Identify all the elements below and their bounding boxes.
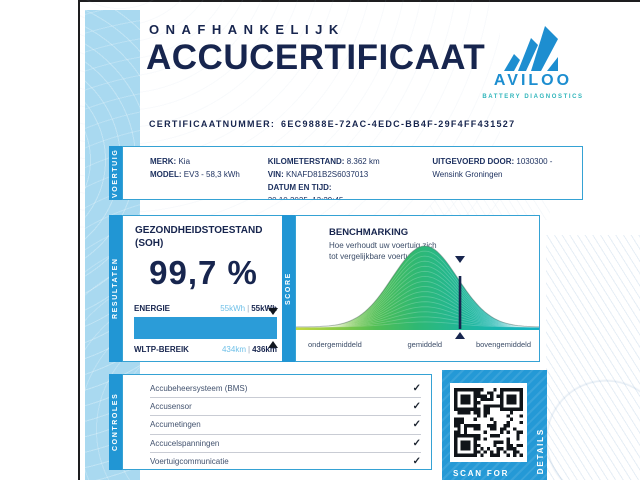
check-icon: ✓	[412, 437, 421, 449]
vehicle-col-2: KILOMETERSTAND: 8.362 km VIN: KNAFD81B2S…	[268, 155, 433, 199]
benchmarking-title: BENCHMARKING	[329, 227, 409, 238]
check-row-bms: Accubeheersysteem (BMS) ✓	[150, 380, 421, 399]
results-tab: RESULTATEN	[109, 215, 122, 362]
checks-box: Accubeheersysteem (BMS) ✓ Accusensor ✓ A…	[122, 374, 432, 470]
check-row-sensor: Accusensor ✓	[150, 398, 421, 417]
details-label: DETAILS	[536, 427, 545, 474]
checks-tab: CONTROLES	[109, 374, 122, 470]
qr-code	[450, 383, 527, 462]
soh-value: 99,7 %	[149, 254, 258, 291]
range-label: WLTP-BEREIK	[134, 345, 189, 354]
certificate-number-line: CERTIFICAATNUMMER: 6EC9888E-72AC-4EDC-BB…	[149, 119, 517, 129]
check-icon: ✓	[412, 455, 421, 467]
brand-name: AVILOO	[493, 72, 573, 89]
check-row-communicatie: Voertuigcommunicatie ✓	[150, 453, 421, 469]
score-box: BENCHMARKING Hoe verhoudt uw voertuig zi…	[295, 215, 540, 362]
vehicle-vin: VIN: KNAFD81B2S6037013	[267, 170, 369, 179]
benchmarking-description: Hoe verhoudt uw voertuig zich tot vergel…	[329, 241, 437, 261]
soh-title: GEZONDHEIDSTOESTAND (SOH)	[135, 225, 263, 249]
score-tab: SCORE	[282, 215, 295, 362]
check-icon: ✓	[412, 419, 421, 431]
axis-label-above-average: bovengemiddeld	[475, 340, 531, 349]
vehicle-uitgevoerd: UITGEVOERD DOOR: 1030300 - Wensink Groni…	[432, 157, 553, 179]
range-values: 434km | 436km	[221, 345, 277, 354]
vehicle-merk: MERK: Kia	[150, 157, 191, 166]
vehicle-col-1: MERK: Kia MODEL: EV3 - 58,3 kWh	[150, 155, 268, 199]
background-hatch-pattern	[546, 235, 640, 480]
energy-values: 55kWh | 55kWh	[220, 304, 277, 313]
vehicle-tab: VOERTUIG	[109, 146, 122, 200]
check-icon: ✓	[412, 383, 421, 395]
page-title: ACCUCERTIFICAAT	[146, 38, 486, 77]
bar-marker-up-icon	[268, 341, 278, 348]
brand-tagline: BATTERY DIAGNOSTICS	[482, 94, 584, 100]
qr-panel: SCAN FOR DETAILS	[442, 370, 547, 480]
check-icon: ✓	[412, 401, 421, 413]
check-row-celspanningen: Accucelspanningen ✓	[150, 435, 421, 453]
soh-bar	[134, 317, 277, 339]
vehicle-info-box: MERK: Kia MODEL: EV3 - 58,3 kWh KILOMETE…	[122, 146, 583, 200]
certificate-number-value: 6EC9888E-72AC-4EDC-BB4F-29F4FF431527	[281, 119, 516, 129]
axis-label-average: gemiddeld	[407, 340, 443, 349]
energy-row: ENERGIE 55kWh | 55kWh	[134, 304, 277, 313]
vehicle-datum-label: DATUM EN TIJD:	[267, 183, 332, 192]
range-row: WLTP-BEREIK 434km | 436km	[134, 345, 277, 354]
benchmark-distribution-chart	[296, 245, 539, 330]
check-row-metingen: Accumetingen ✓	[150, 416, 421, 435]
header-kicker: ONAFHANKELIJK	[149, 22, 345, 37]
vehicle-datum-value: 30.10.2025, 13:29:45	[268, 194, 433, 199]
aviloo-mountain-icon	[504, 26, 558, 71]
vehicle-col-3: UITGEVOERD DOOR: 1030300 - Wensink Groni…	[432, 155, 582, 199]
score-marker-down-icon	[455, 256, 466, 263]
energy-label: ENERGIE	[134, 304, 171, 313]
bar-marker-down-icon	[268, 308, 278, 315]
certificate-number-label: CERTIFICAATNUMMER:	[149, 119, 276, 129]
results-box: GEZONDHEIDSTOESTAND (SOH) 99,7 % ENERGIE…	[122, 215, 285, 362]
score-marker-up-icon	[455, 332, 466, 339]
aviloo-logo: AVILOO BATTERY DIAGNOSTICS	[482, 26, 582, 106]
vehicle-kilometerstand: KILOMETERSTAND: 8.362 km	[267, 157, 380, 166]
vehicle-model: MODEL: EV3 - 58,3 kWh	[150, 170, 240, 179]
scan-for-label: SCAN FOR	[453, 469, 510, 478]
axis-label-below-average: ondergemiddeld	[308, 340, 362, 349]
